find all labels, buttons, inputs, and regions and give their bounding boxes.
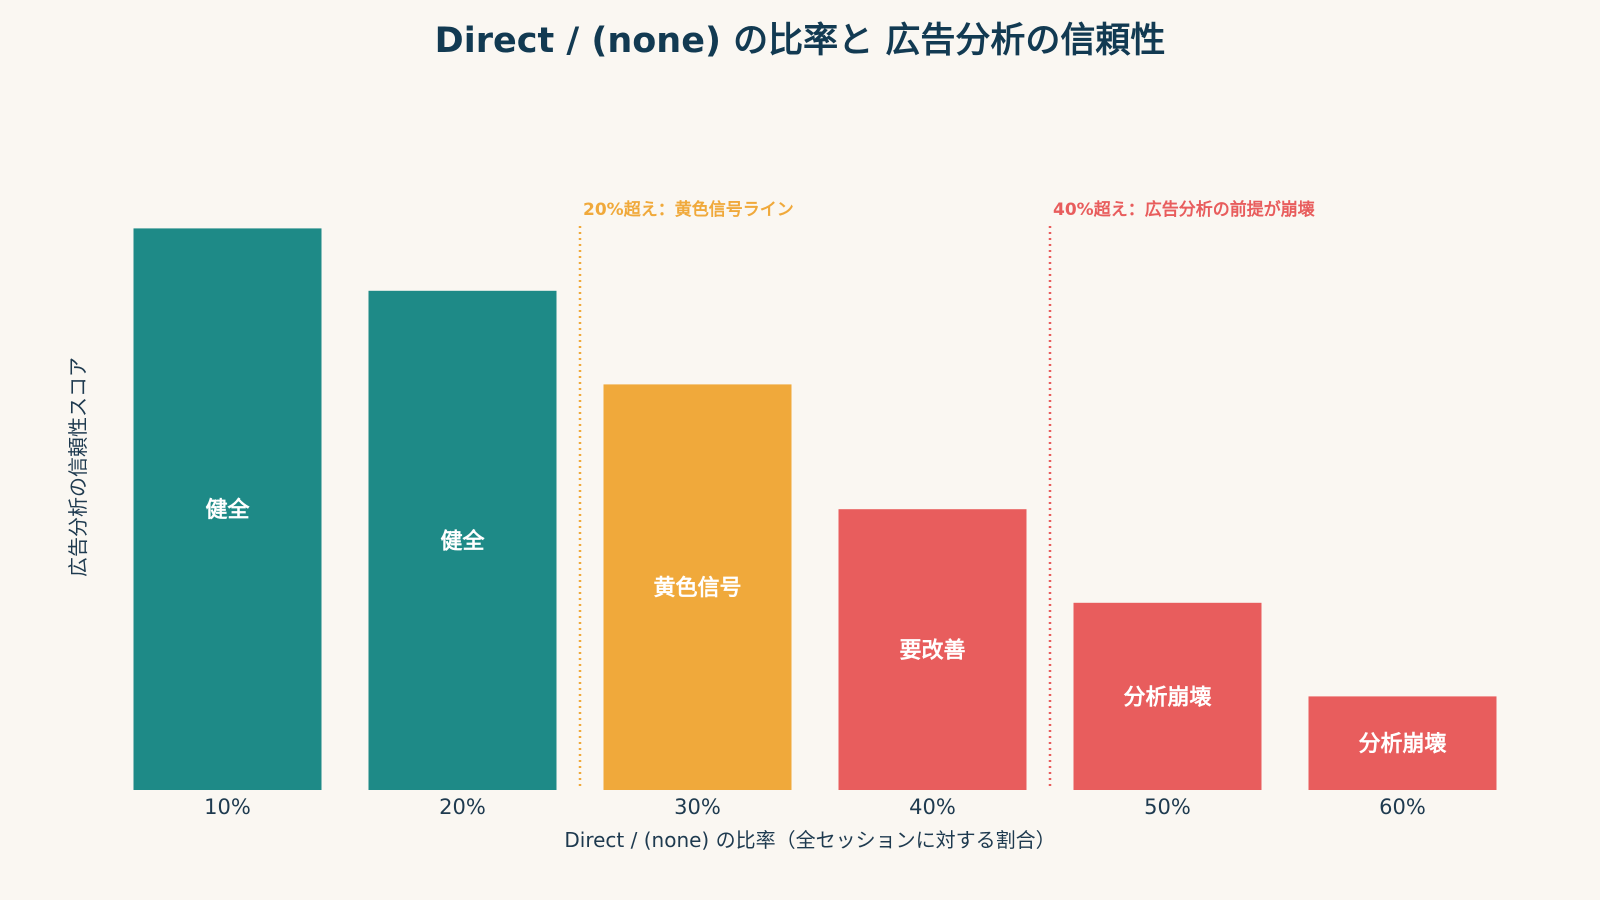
y-axis-label: 広告分析の信頼性スコア: [66, 357, 90, 577]
threshold-label-1: 20%超え：黄色信号ライン: [583, 199, 794, 220]
x-tick-label-3: 30%: [674, 795, 721, 819]
bar-4: [838, 509, 1027, 790]
bar-label-6: 分析崩壊: [1358, 732, 1447, 757]
threshold-label-2: 40%超え：広告分析の前提が崩壊: [1053, 199, 1316, 220]
bar-1: [133, 228, 322, 790]
x-tick-label-2: 20%: [439, 795, 486, 819]
threshold-lines: 20%超え：黄色信号ライン 40%超え：広告分析の前提が崩壊: [578, 199, 1316, 790]
bar-2: [368, 290, 557, 790]
chart-title: Direct / (none) の比率と 広告分析の信頼性: [435, 21, 1166, 61]
x-tick-label-6: 60%: [1379, 795, 1426, 819]
bar-label-2: 健全: [440, 528, 485, 554]
x-tick-label-4: 40%: [909, 795, 956, 819]
bar-label-4: 要改善: [899, 638, 965, 664]
bar-5: [1073, 602, 1262, 790]
x-tick-label-5: 50%: [1144, 795, 1191, 819]
bar-label-5: 分析崩壊: [1123, 685, 1212, 710]
x-tick-label-1: 10%: [204, 795, 251, 819]
bar-label-1: 健全: [205, 497, 250, 523]
bar-label-3: 黄色信号: [653, 575, 741, 601]
bar-6: [1308, 696, 1497, 790]
bar-3: [603, 384, 792, 790]
x-tick-labels: 10% 20% 30% 40% 50% 60%: [204, 795, 1426, 819]
x-axis-label: Direct / (none) の比率（全セッションに対する割合）: [564, 828, 1055, 852]
